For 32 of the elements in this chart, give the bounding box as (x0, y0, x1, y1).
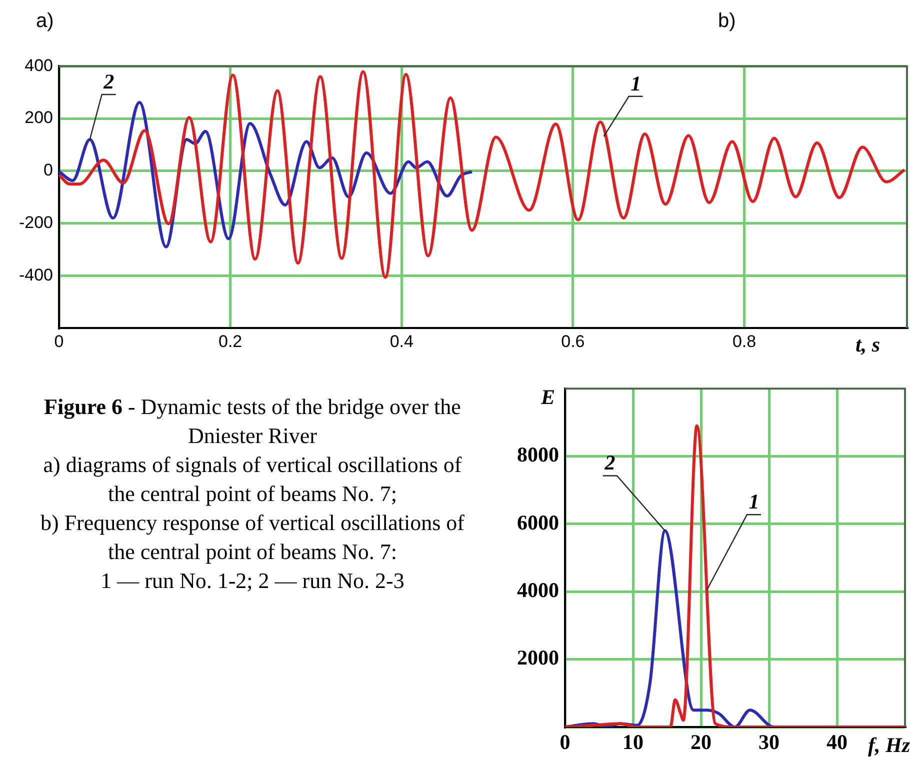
y-tick-label: 8000 (517, 442, 559, 467)
x-tick-label: 10 (622, 730, 644, 754)
text: 1 — run No. 1-2; 2 — run No. 2-3 (100, 567, 406, 595)
y-axis-title: E (540, 385, 555, 410)
x-tick-label: 0.6 (561, 332, 585, 351)
text: 2 (604, 450, 616, 475)
series-label: 1 (630, 71, 642, 96)
y-tick-label: -400 (18, 265, 53, 284)
y-tick-label: 200 (24, 108, 53, 128)
x-tick-label: 20 (690, 730, 712, 754)
y-tick-label: 4000 (517, 578, 559, 602)
text: - Dynamic tests of the bridge over the Dniester River (128, 394, 461, 448)
x-tick-label: 0.2 (218, 332, 242, 351)
text: 1 (748, 490, 760, 514)
text: a) diagrams of signals of vertical oscillations of the central point of beams No. 7; (42, 451, 463, 508)
y-tick-label: 400 (24, 56, 53, 75)
x-tick-label: 0.8 (732, 332, 756, 351)
caption: Figure 6 (44, 394, 122, 419)
y-tick-label: 6000 (517, 510, 559, 534)
series-label: 2 (102, 69, 115, 94)
y-tick-label: 2000 (517, 646, 559, 670)
text: b) (718, 10, 736, 33)
y-tick-label: -200 (18, 212, 53, 232)
y-tick-label: 0 (44, 160, 53, 180)
x-axis-title: t, s (855, 332, 880, 356)
x-tick-label: 40 (826, 730, 848, 754)
text: a) (36, 10, 54, 33)
x-axis-title: f, Hz (868, 732, 910, 757)
line-series (59, 70, 906, 279)
x-tick-label: 30 (758, 730, 780, 754)
text: b) Frequency response of vertical oscillations of the central point of beams No. 7: (40, 509, 466, 566)
x-tick-label: 0.4 (390, 332, 414, 351)
